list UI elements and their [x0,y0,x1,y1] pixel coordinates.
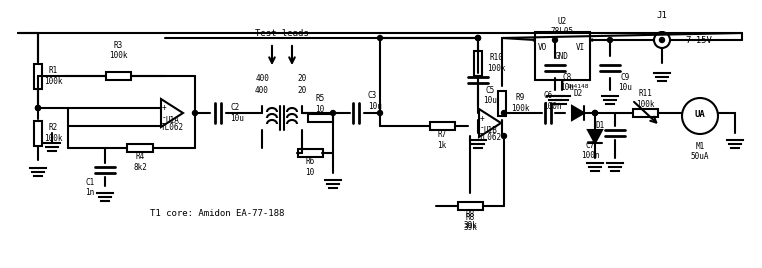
Bar [308,114,332,122]
Text: C2
10u: C2 10u [230,103,244,123]
Bar [535,32,590,80]
Bar [457,202,482,210]
Bar [474,50,482,76]
Circle shape [377,110,383,116]
Circle shape [377,35,383,40]
Text: +: + [162,103,166,113]
Text: 20: 20 [297,74,306,83]
Circle shape [36,106,40,110]
Text: R7
1k: R7 1k [437,130,447,150]
Text: 400: 400 [255,86,269,95]
Text: R4
8k2: R4 8k2 [133,152,147,172]
Text: D2: D2 [573,89,583,98]
Text: R3
100k: R3 100k [109,40,127,60]
Text: -: - [480,124,485,132]
Text: TL062: TL062 [479,132,501,142]
Text: C3
10u: C3 10u [368,91,382,111]
Text: J1: J1 [657,11,668,20]
Circle shape [475,35,481,40]
Text: R8
39k: R8 39k [463,210,477,230]
Text: R2
100k: R2 100k [43,123,62,143]
Polygon shape [572,106,584,120]
Text: 20: 20 [297,86,306,95]
Text: 2: 2 [560,80,564,85]
Text: C1
1n: C1 1n [85,178,94,198]
Text: R1
100k: R1 100k [43,66,62,86]
Text: UA: UA [695,110,706,118]
Text: U1B: U1B [483,125,497,135]
Text: D1: D1 [595,121,604,130]
Text: C8
10u: C8 10u [560,73,574,92]
Text: R11
100k: R11 100k [636,89,655,109]
Circle shape [501,110,507,116]
Text: M1
50uA: M1 50uA [690,142,709,161]
Text: R8: R8 [466,213,475,222]
Circle shape [593,110,597,116]
Text: TL062: TL062 [161,122,184,132]
Circle shape [593,110,597,116]
Text: C5
10u: C5 10u [483,86,497,105]
Text: 1: 1 [531,38,535,43]
Circle shape [607,38,613,43]
Text: GND: GND [555,51,569,61]
Bar [430,122,454,130]
Text: T1 core: Amidon EA-77-188: T1 core: Amidon EA-77-188 [150,209,284,218]
Circle shape [331,110,335,116]
Text: VI: VI [576,43,585,53]
Text: U1A: U1A [165,116,179,125]
Text: 400: 400 [256,74,270,83]
Text: R6
10: R6 10 [306,157,315,177]
Polygon shape [588,130,602,143]
Text: 7-15V: 7-15V [685,35,712,44]
Bar [127,144,152,152]
Text: 39k: 39k [463,223,477,232]
Circle shape [501,133,507,139]
Text: +: + [480,114,485,122]
Text: Test leads: Test leads [255,29,309,38]
Text: U2: U2 [557,17,567,26]
Text: R10
100k: R10 100k [487,53,505,73]
Text: C9
10u: C9 10u [618,73,632,92]
Text: C6
100n: C6 100n [543,91,562,111]
Bar [498,91,506,116]
Bar [105,72,130,80]
Bar [297,149,322,157]
Circle shape [193,110,197,116]
Text: VO: VO [538,43,547,53]
Text: -: - [162,114,166,122]
Circle shape [659,38,664,43]
Bar [632,109,658,117]
Text: C7
100n: C7 100n [581,141,599,161]
Text: 78L05: 78L05 [550,27,574,36]
Circle shape [552,38,558,43]
Text: 3: 3 [590,38,594,43]
Circle shape [36,106,40,110]
Bar [34,121,42,146]
Text: R9
100k: R9 100k [511,93,530,113]
Circle shape [475,35,481,40]
Text: 1N4148: 1N4148 [567,84,589,89]
Bar [34,64,42,88]
Text: R5
10: R5 10 [315,94,325,114]
